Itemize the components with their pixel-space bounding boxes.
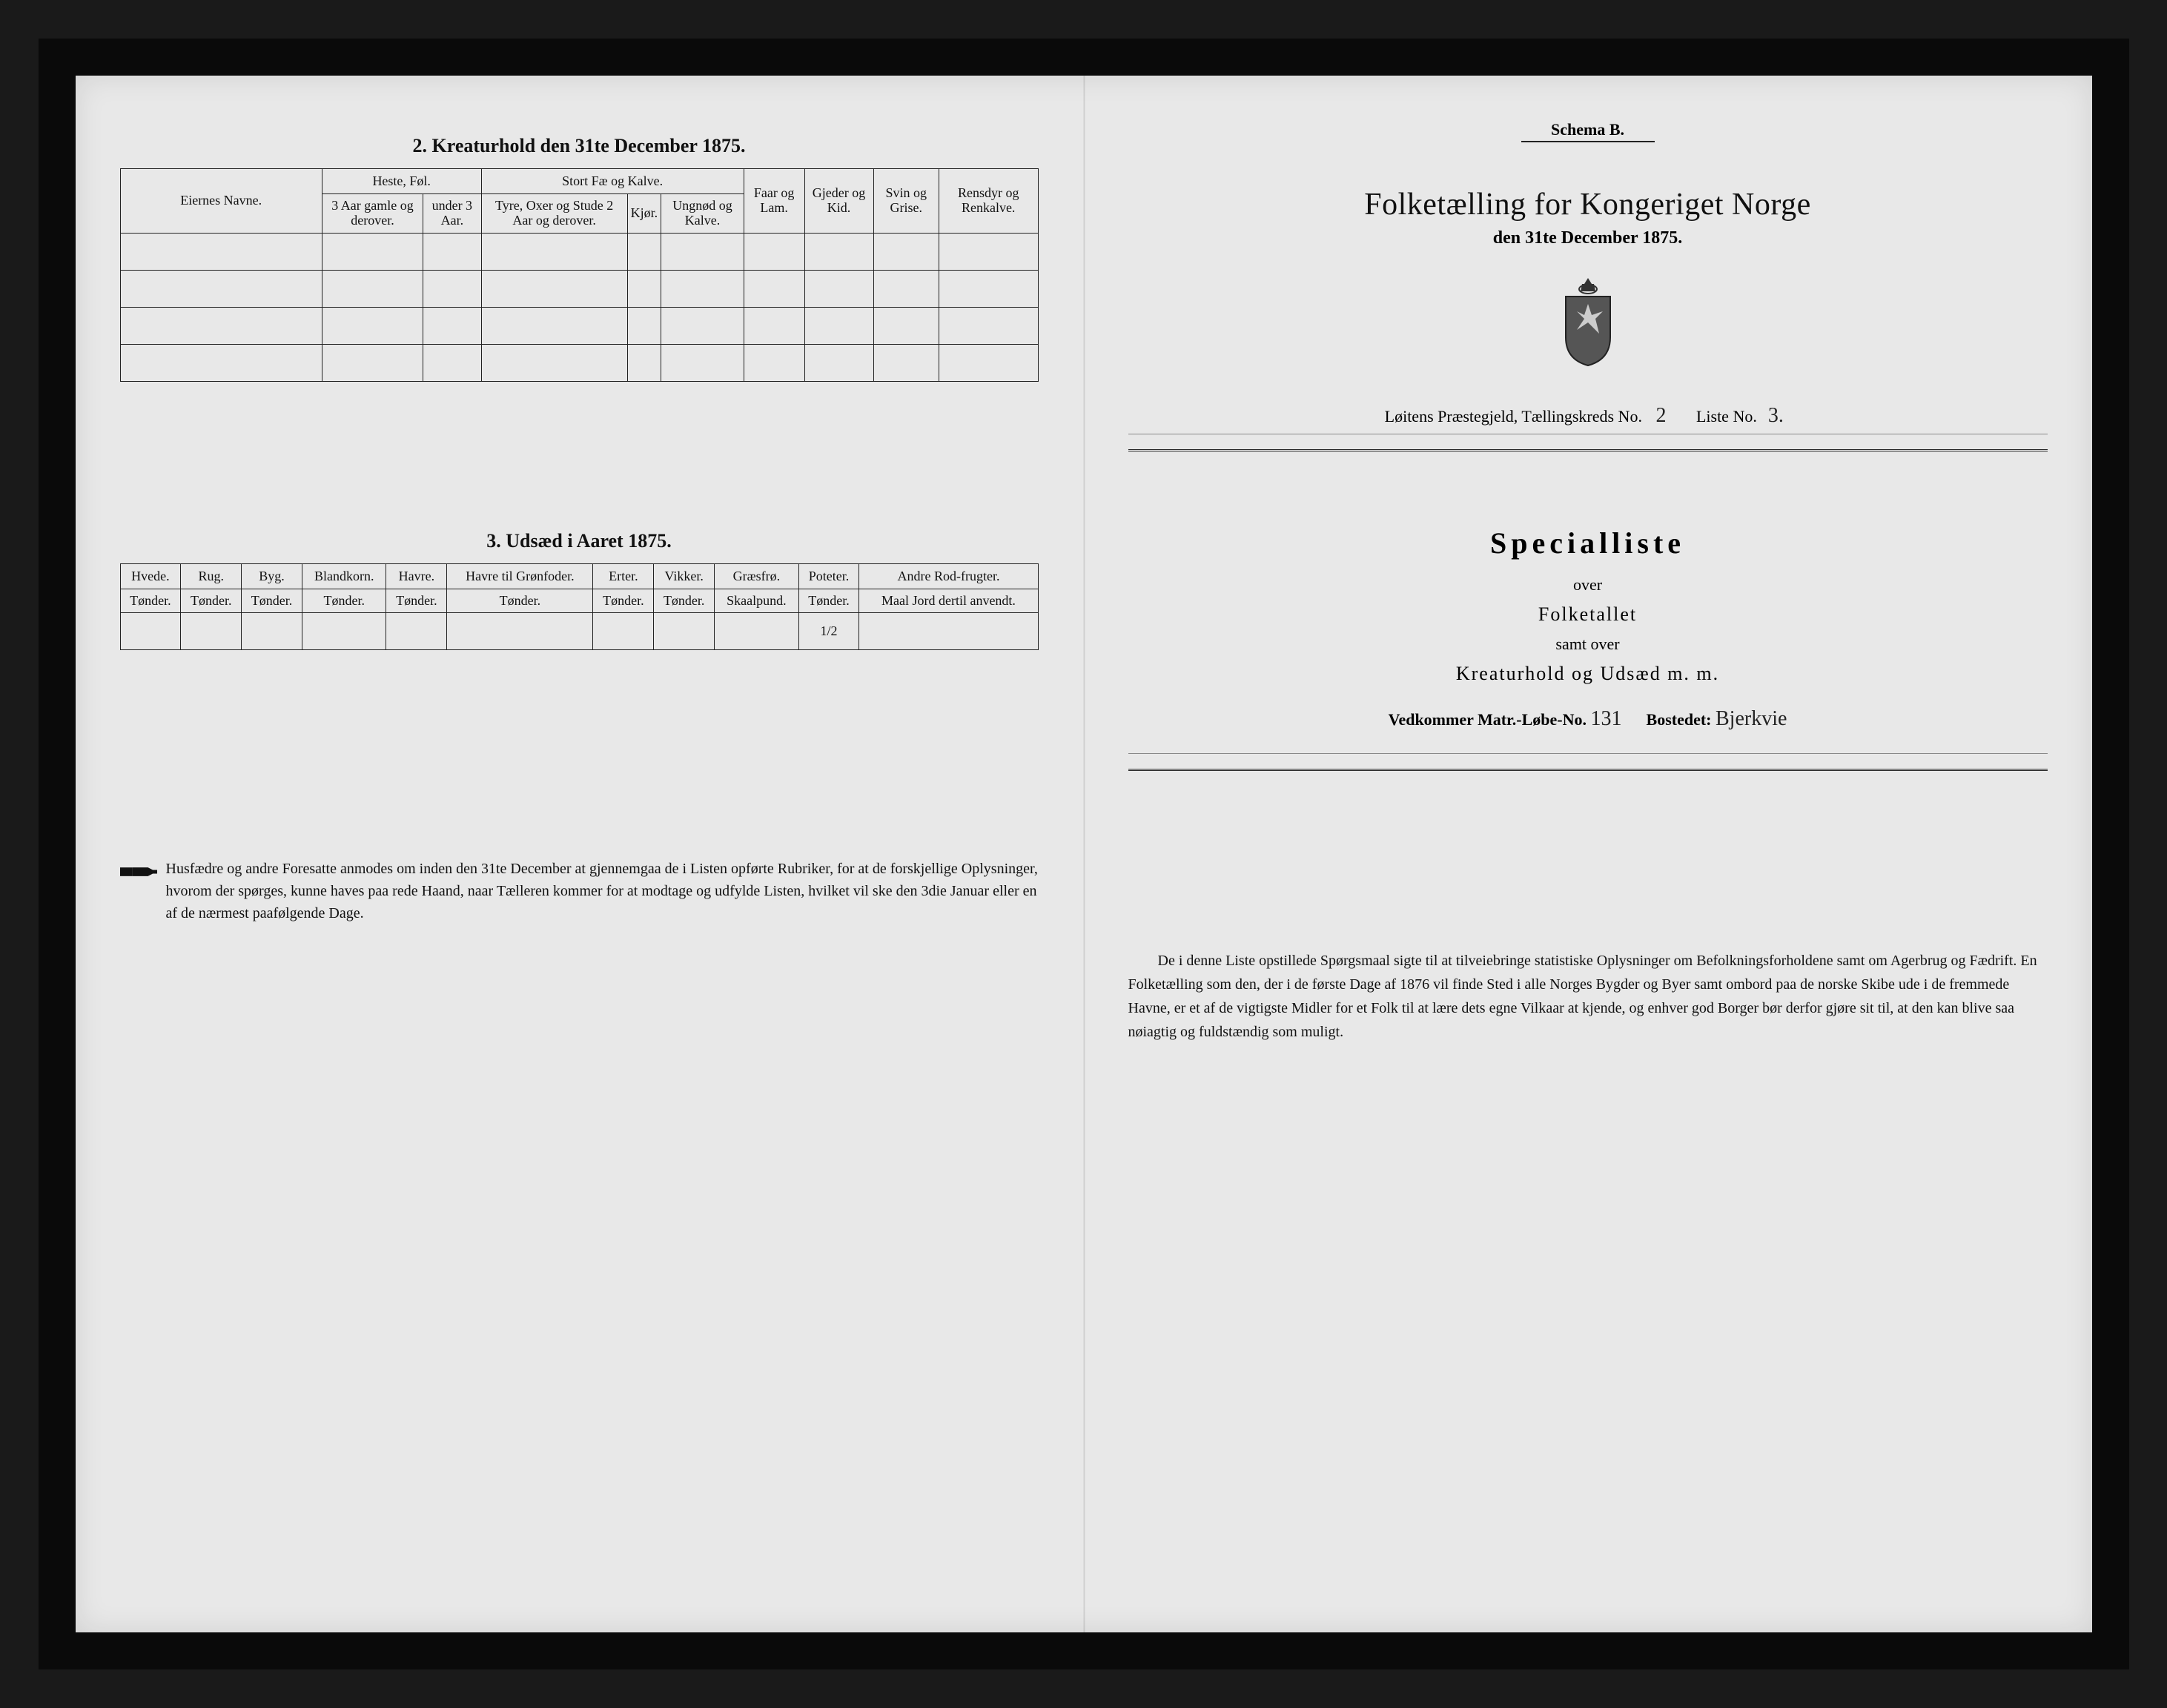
seed-col-header: Erter. bbox=[593, 563, 654, 589]
seed-cell bbox=[859, 613, 1038, 650]
seed-col-header: Havre. bbox=[386, 563, 447, 589]
col-cattle-a: Tyre, Oxer og Stude 2 Aar og derover. bbox=[481, 194, 627, 234]
section2-title: 2. Kreaturhold den 31te December 1875. bbox=[120, 135, 1039, 157]
census-main-subtitle: den 31te December 1875. bbox=[1128, 228, 2048, 248]
bosted-label: Bostedet: bbox=[1647, 710, 1712, 729]
col-goats: Gjeder og Kid. bbox=[804, 169, 873, 234]
seed-col-unit: Tønder. bbox=[654, 589, 715, 613]
seed-col-header: Blandkorn. bbox=[302, 563, 386, 589]
scan-frame: 2. Kreaturhold den 31te December 1875. E… bbox=[39, 39, 2129, 1669]
parish-line: Løitens Præstegjeld, Tællingskreds No. 2… bbox=[1128, 404, 2048, 434]
seed-col-header: Græsfrø. bbox=[715, 563, 799, 589]
bosted-value: Bjerkvie bbox=[1716, 707, 1787, 730]
double-rule bbox=[1128, 449, 2048, 451]
seed-cell bbox=[386, 613, 447, 650]
seed-cell bbox=[447, 613, 593, 650]
seed-col-unit: Tønder. bbox=[386, 589, 447, 613]
double-rule bbox=[1128, 769, 2048, 771]
seed-cell bbox=[181, 613, 242, 650]
parish-prefix: Løitens Præstegjeld, Tællingskreds No. bbox=[1385, 407, 1642, 426]
seed-col-unit: Tønder. bbox=[302, 589, 386, 613]
seed-cell bbox=[654, 613, 715, 650]
col-pigs: Svin og Grise. bbox=[873, 169, 939, 234]
seed-col-unit: Tønder. bbox=[447, 589, 593, 613]
folketallet-label: Folketallet bbox=[1128, 603, 2048, 626]
seed-col-unit: Maal Jord dertil anvendt. bbox=[859, 589, 1038, 613]
table-row bbox=[120, 344, 1038, 381]
section3-title: 3. Udsæd i Aaret 1875. bbox=[120, 530, 1039, 552]
coat-of-arms-icon bbox=[1551, 278, 1625, 367]
seed-col-header: Havre til Grønfoder. bbox=[447, 563, 593, 589]
table-header-row: Hvede.Rug.Byg.Blandkorn.Havre.Havre til … bbox=[120, 563, 1038, 589]
seed-cell bbox=[242, 613, 302, 650]
schema-label: Schema B. bbox=[1521, 120, 1655, 142]
over-label: over bbox=[1128, 575, 2048, 595]
samt-over-label: samt over bbox=[1128, 635, 2048, 654]
left-page: 2. Kreaturhold den 31te December 1875. E… bbox=[76, 76, 1084, 1632]
seed-col-unit: Tønder. bbox=[181, 589, 242, 613]
matr-line: Vedkommer Matr.-Løbe-No. 131 Bostedet: B… bbox=[1128, 707, 2048, 754]
liste-number: 3. bbox=[1761, 404, 1790, 428]
matr-label: Vedkommer Matr.-Løbe-No. bbox=[1389, 710, 1587, 729]
seed-col-header: Rug. bbox=[181, 563, 242, 589]
livestock-table: Eiernes Navne. Heste, Føl. Stort Fæ og K… bbox=[120, 168, 1039, 382]
pointing-hand-icon bbox=[120, 861, 157, 883]
seed-col-unit: Skaalpund. bbox=[715, 589, 799, 613]
seed-col-header: Poteter. bbox=[798, 563, 859, 589]
seed-cell bbox=[593, 613, 654, 650]
kreaturhold-label: Kreaturhold og Udsæd m. m. bbox=[1128, 663, 2048, 685]
seed-col-header: Andre Rod-frugter. bbox=[859, 563, 1038, 589]
left-instructions-text: Husfædre og andre Foresatte anmodes om i… bbox=[166, 858, 1039, 924]
paper-spread: 2. Kreaturhold den 31te December 1875. E… bbox=[76, 76, 2092, 1632]
seed-col-unit: Tønder. bbox=[120, 589, 181, 613]
right-page: Schema B. Folketælling for Kongeriget No… bbox=[1084, 76, 2092, 1632]
seed-col-header: Vikker. bbox=[654, 563, 715, 589]
table-row bbox=[120, 270, 1038, 307]
seed-cell bbox=[120, 613, 181, 650]
seed-col-header: Hvede. bbox=[120, 563, 181, 589]
seed-col-unit: Tønder. bbox=[242, 589, 302, 613]
col-cattle-b: Kjør. bbox=[627, 194, 661, 234]
col-group-cattle: Stort Fæ og Kalve. bbox=[481, 169, 744, 194]
census-main-title: Folketælling for Kongeriget Norge bbox=[1128, 187, 2048, 222]
col-horses-a: 3 Aar gamle og derover. bbox=[322, 194, 423, 234]
table-units-row: Tønder.Tønder.Tønder.Tønder.Tønder.Tønde… bbox=[120, 589, 1038, 613]
col-sheep: Faar og Lam. bbox=[744, 169, 804, 234]
table-row: 1/2 bbox=[120, 613, 1038, 650]
left-instructions-block: Husfædre og andre Foresatte anmodes om i… bbox=[120, 858, 1039, 924]
col-reindeer: Rensdyr og Renkalve. bbox=[939, 169, 1038, 234]
spacer bbox=[120, 382, 1039, 515]
seed-cell: 1/2 bbox=[798, 613, 859, 650]
liste-label: Liste No. bbox=[1696, 407, 1757, 426]
right-instructions-text: De i denne Liste opstillede Spørgsmaal s… bbox=[1128, 949, 2048, 1044]
seed-cell bbox=[302, 613, 386, 650]
col-cattle-c: Ungnød og Kalve. bbox=[661, 194, 744, 234]
specialliste-title: Specialliste bbox=[1128, 526, 2048, 560]
col-owner: Eiernes Navne. bbox=[120, 169, 322, 234]
col-horses-b: under 3 Aar. bbox=[423, 194, 481, 234]
col-group-horses: Heste, Føl. bbox=[322, 169, 481, 194]
seed-col-unit: Tønder. bbox=[798, 589, 859, 613]
seed-col-unit: Tønder. bbox=[593, 589, 654, 613]
table-row bbox=[120, 307, 1038, 344]
table-row bbox=[120, 233, 1038, 270]
matr-number: 131 bbox=[1591, 707, 1622, 730]
seed-col-header: Byg. bbox=[242, 563, 302, 589]
kreds-number: 2 bbox=[1646, 404, 1675, 428]
seed-cell bbox=[715, 613, 799, 650]
seed-table: Hvede.Rug.Byg.Blandkorn.Havre.Havre til … bbox=[120, 563, 1039, 651]
